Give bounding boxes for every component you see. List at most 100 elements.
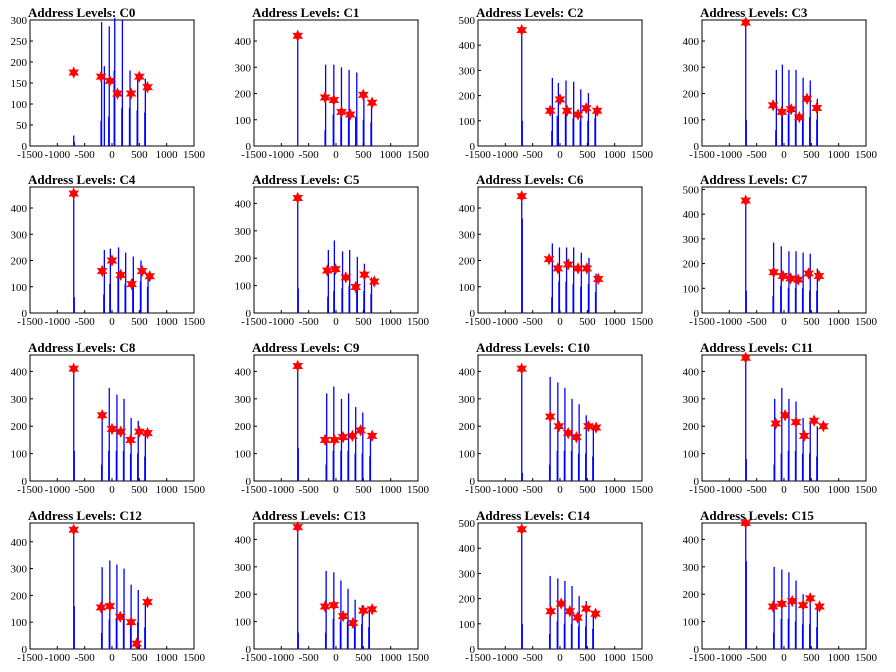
y-tick-label: 0 <box>470 141 476 153</box>
x-tick-label: -1500 <box>241 316 267 328</box>
y-tick-label: 200 <box>683 89 700 101</box>
axes-frame <box>253 19 419 147</box>
x-tick-label: -1000 <box>268 484 294 496</box>
peak-marker <box>366 603 378 616</box>
peak-marker <box>337 430 349 444</box>
x-tick-label: 500 <box>803 316 820 328</box>
peak-marker <box>516 523 528 536</box>
peak-marker <box>357 604 369 617</box>
axes-frame <box>477 354 643 482</box>
y-tick-label: 200 <box>459 91 476 103</box>
subplot: Address Levels: C15 0 100 200 300 400 -1500 -10… <box>683 508 878 664</box>
y-tick-label: 400 <box>459 203 476 215</box>
subplot: Address Levels: C12 0 100 200 300 400 -1500 -10… <box>11 508 206 664</box>
y-tick-label: 300 <box>11 394 28 406</box>
peak-marker <box>68 187 80 200</box>
peak-marker <box>136 264 148 278</box>
peak-marker <box>793 110 805 124</box>
peak-marker <box>142 595 153 609</box>
subplot: Address Levels: C14 0 100 200 300 400 500 -1500… <box>459 508 654 664</box>
peak-marker <box>292 359 304 373</box>
peak-marker <box>292 191 304 205</box>
y-tick-label: 100 <box>235 115 252 127</box>
x-tick-label: 1500 <box>407 316 430 328</box>
x-tick-label: -1500 <box>689 484 715 496</box>
subplot-title: Address Levels: C1 <box>252 5 359 20</box>
peak-marker <box>355 424 367 437</box>
x-tick-label: -1500 <box>465 316 491 328</box>
peak-marker <box>776 105 788 119</box>
y-tick-label: 0 <box>22 308 28 320</box>
subplot: Address Levels: C5 0 100 200 300 400 -1500 -100… <box>235 172 430 328</box>
peak-marker <box>777 269 789 283</box>
axes-frame <box>29 186 195 314</box>
x-tick-label: 0 <box>781 652 787 664</box>
peak-marker <box>115 268 127 282</box>
x-tick-label: 500 <box>579 652 596 664</box>
x-tick-label: 1000 <box>156 149 179 161</box>
x-tick-label: 1000 <box>604 652 627 664</box>
axes-frame <box>253 522 419 650</box>
peak-marker <box>804 592 816 605</box>
axes-frame <box>477 19 643 147</box>
peak-marker <box>328 598 340 612</box>
peak-marker <box>591 104 603 117</box>
peak-marker <box>336 105 347 119</box>
axes-frame <box>29 354 195 482</box>
x-tick-label: 1500 <box>631 484 654 496</box>
x-tick-label: 1500 <box>407 484 430 496</box>
x-tick-label: -500 <box>747 316 768 328</box>
peak-marker <box>767 600 779 613</box>
x-tick-label: 500 <box>131 652 148 664</box>
peak-marker <box>328 433 340 447</box>
subplot: Address Levels: C4 0 100 200 300 400 -1500 -100… <box>11 172 206 328</box>
peak-marker <box>516 23 528 37</box>
x-tick-label: 1000 <box>380 484 403 496</box>
x-tick-label: 1500 <box>631 149 654 161</box>
x-tick-label: -1000 <box>44 149 70 161</box>
y-tick-label: 300 <box>683 62 700 74</box>
peak-marker <box>104 599 116 613</box>
x-tick-label: -500 <box>75 316 96 328</box>
x-tick-label: 1000 <box>380 316 403 328</box>
x-tick-label: -1500 <box>17 316 43 328</box>
y-tick-label: 300 <box>459 65 476 77</box>
subplot-title: Address Levels: C4 <box>28 172 136 187</box>
x-tick-label: 0 <box>333 149 339 161</box>
x-tick-label: -500 <box>747 484 768 496</box>
peak-marker <box>570 430 582 444</box>
y-tick-label: 400 <box>459 543 476 555</box>
peak-marker <box>561 104 573 117</box>
peak-marker <box>96 264 108 278</box>
peak-marker <box>95 601 107 614</box>
peak-marker <box>347 616 359 630</box>
peak-marker <box>516 189 528 203</box>
peak-marker <box>813 269 825 283</box>
y-tick-label: 500 <box>459 518 476 530</box>
x-tick-label: -500 <box>75 652 96 664</box>
x-tick-label: 0 <box>109 484 115 496</box>
x-tick-label: -1500 <box>17 149 43 161</box>
peak-marker <box>776 597 788 611</box>
peak-marker <box>572 611 583 624</box>
y-tick-label: 300 <box>683 234 700 246</box>
y-tick-label: 100 <box>235 281 252 293</box>
peak-marker <box>797 598 809 612</box>
x-tick-label: 0 <box>557 149 563 161</box>
y-tick-label: 300 <box>235 226 252 238</box>
y-tick-label: 300 <box>459 568 476 580</box>
peak-marker <box>770 417 782 430</box>
subplot-title: Address Levels: C11 <box>700 340 813 355</box>
peak-marker <box>328 93 340 107</box>
peak-marker <box>344 108 356 121</box>
y-tick-label: 0 <box>694 644 700 656</box>
peak-marker <box>292 29 304 43</box>
axes-frame <box>253 186 419 314</box>
peak-marker <box>552 262 564 275</box>
y-tick-label: 200 <box>235 421 252 433</box>
x-tick-label: -500 <box>299 316 320 328</box>
peak-marker <box>292 520 304 534</box>
peak-marker <box>580 602 592 615</box>
subplot: Address Levels: C0 0 50 100 150 200 250 300 -150… <box>11 5 206 161</box>
axes-frame <box>701 522 867 650</box>
